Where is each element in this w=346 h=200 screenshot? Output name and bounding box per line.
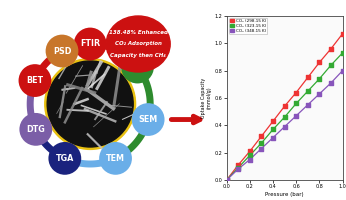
Point: [270, 120, 276, 123]
Point: [293, 91, 299, 94]
Text: TEM: TEM: [106, 154, 125, 163]
Point: [270, 136, 276, 139]
Circle shape: [121, 51, 154, 83]
Text: FTIR: FTIR: [80, 40, 100, 48]
Circle shape: [45, 59, 136, 149]
Text: 138.48% Enhanced: 138.48% Enhanced: [109, 30, 168, 35]
Circle shape: [99, 142, 132, 175]
Text: TGA: TGA: [56, 154, 74, 163]
Point: [340, 51, 345, 54]
Text: SEM: SEM: [138, 115, 158, 124]
Text: PSD: PSD: [53, 47, 71, 56]
Circle shape: [132, 103, 165, 136]
Point: [247, 150, 253, 153]
Point: [247, 158, 253, 161]
Point: [259, 147, 264, 150]
Point: [235, 166, 241, 169]
Point: [317, 77, 322, 80]
Circle shape: [19, 64, 51, 97]
Point: [224, 178, 229, 182]
Polygon shape: [120, 63, 145, 69]
Point: [282, 116, 288, 119]
Point: [235, 163, 241, 167]
Circle shape: [48, 142, 81, 175]
Point: [247, 154, 253, 157]
Point: [340, 69, 345, 72]
Text: Capacity then CH₄: Capacity then CH₄: [110, 52, 166, 58]
Point: [259, 135, 264, 138]
Point: [224, 178, 229, 182]
Point: [328, 47, 334, 50]
Point: [282, 105, 288, 108]
Point: [328, 64, 334, 67]
Point: [293, 102, 299, 105]
Point: [340, 32, 345, 35]
Point: [305, 103, 311, 106]
Point: [317, 61, 322, 64]
Text: XRD: XRD: [128, 63, 147, 72]
Point: [317, 92, 322, 95]
Point: [235, 167, 241, 171]
Legend: CO₂ (298.15 K), CO₂ (323.15 K), CO₂ (348.15 K): CO₂ (298.15 K), CO₂ (323.15 K), CO₂ (348…: [229, 18, 267, 34]
Point: [224, 178, 229, 182]
Circle shape: [47, 61, 133, 147]
Text: CO₂ Adsorption: CO₂ Adsorption: [115, 40, 162, 46]
Ellipse shape: [106, 16, 170, 72]
Point: [293, 114, 299, 117]
Circle shape: [46, 35, 79, 67]
Point: [259, 142, 264, 145]
Point: [328, 81, 334, 85]
X-axis label: Pressure (bar): Pressure (bar): [265, 192, 304, 197]
Circle shape: [74, 28, 107, 60]
Point: [305, 90, 311, 93]
Text: BET: BET: [26, 76, 44, 85]
Text: DTG: DTG: [26, 125, 45, 134]
Circle shape: [19, 113, 52, 146]
Point: [282, 125, 288, 128]
Point: [305, 76, 311, 79]
Point: [270, 128, 276, 131]
Y-axis label: Uptake Capacity
(mmol/g): Uptake Capacity (mmol/g): [201, 78, 212, 118]
